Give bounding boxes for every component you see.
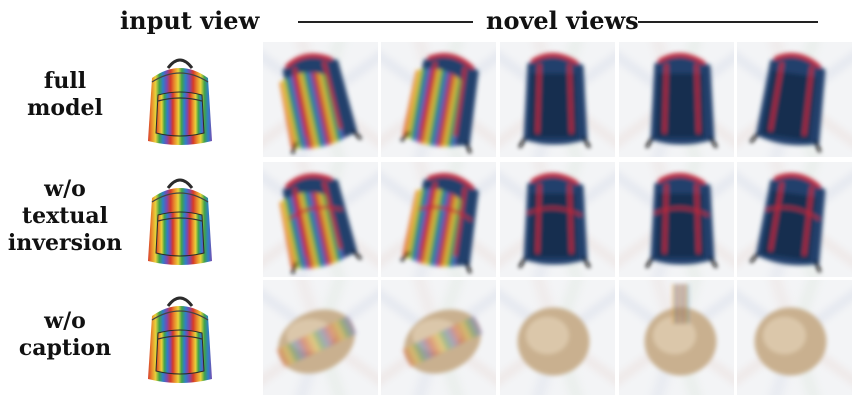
row-label-no-textual-inversion: w/o textual inversion [0,176,130,257]
novel-view-image [500,42,615,157]
novel-view-image [263,280,378,395]
novel-view-image [737,42,852,157]
novel-view-image [263,162,378,277]
novel-views-header: novel views [486,6,639,35]
input-view-image [140,286,220,391]
novel-view-image [381,280,496,395]
row-label-no-caption: w/o caption [0,308,130,362]
row-label-full-model: full model [0,68,130,122]
row-label-line: model [27,95,103,121]
novel-view-image [619,162,734,277]
input-view-image [140,168,220,273]
novel-view-image [737,280,852,395]
row-label-line: caption [18,335,112,361]
header-rule-right [638,21,818,23]
row-label-line: full [43,68,87,94]
novel-view-image [737,162,852,277]
novel-view-image [500,280,615,395]
novel-view-image [381,42,496,157]
row-label-line: textual [21,203,109,229]
row-label-line: inversion [7,230,123,256]
row-label-line: w/o [44,308,86,334]
header-rule-left [298,21,473,23]
row-label-line: w/o [44,176,86,202]
novel-view-image [381,162,496,277]
novel-view-image [619,42,734,157]
input-view-header: input view [120,6,260,35]
novel-view-image [263,42,378,157]
input-view-image [140,48,220,153]
novel-view-image [619,280,734,395]
novel-view-image [500,162,615,277]
